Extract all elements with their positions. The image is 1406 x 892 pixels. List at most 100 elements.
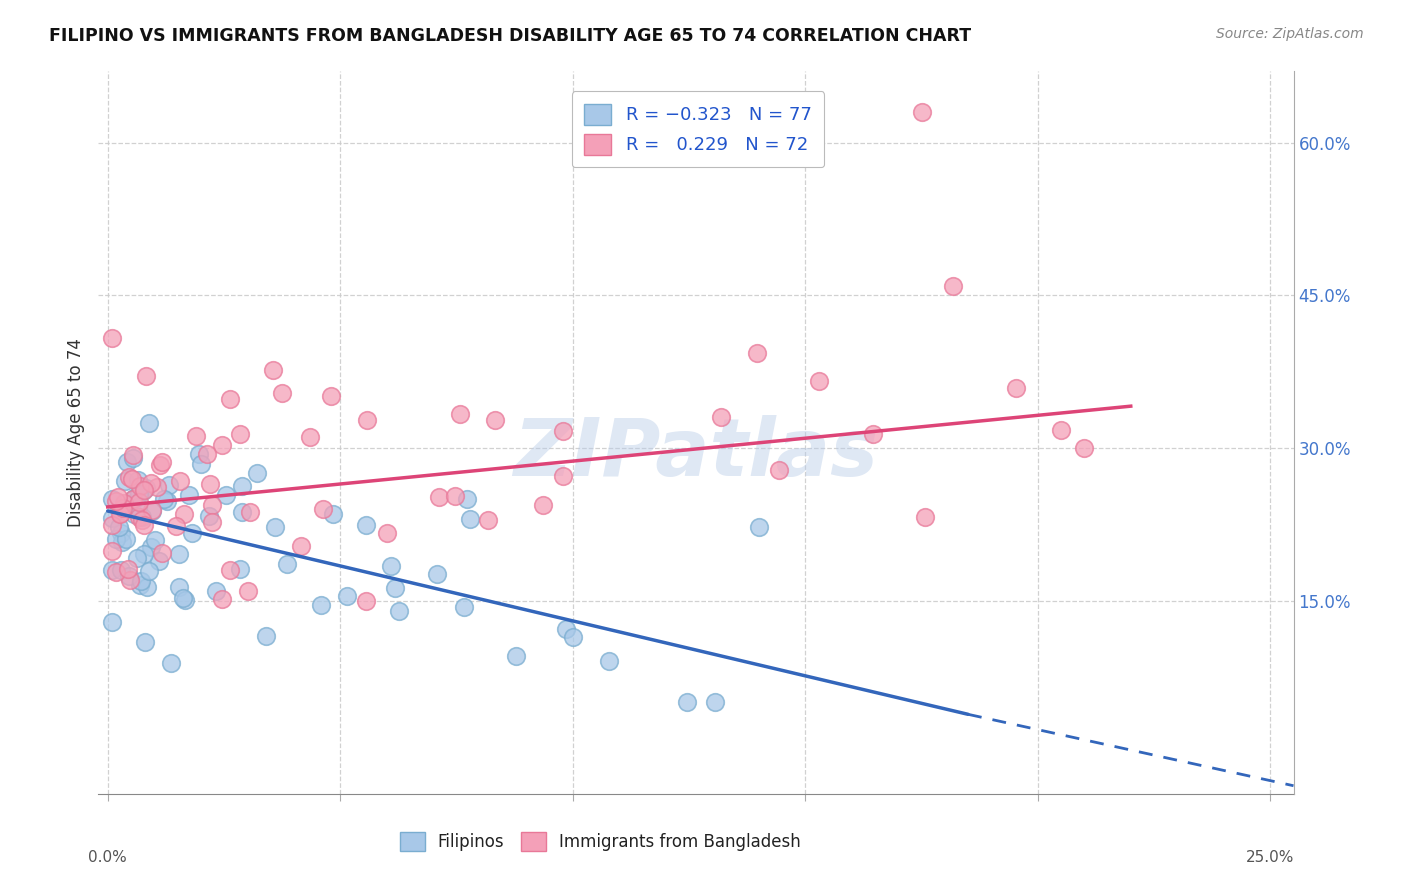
- Point: [309, 598, 332, 612]
- Point: [561, 630, 583, 644]
- Point: [128, 487, 150, 501]
- Point: [104, 494, 127, 508]
- Point: [104, 566, 127, 580]
- Point: [807, 374, 830, 388]
- Point: [197, 447, 219, 461]
- Point: [218, 392, 240, 406]
- Point: [270, 385, 292, 400]
- Point: [129, 479, 152, 493]
- Point: [129, 480, 152, 494]
- Point: [104, 532, 127, 546]
- Point: [156, 493, 179, 508]
- Point: [101, 330, 124, 344]
- Point: [1050, 423, 1073, 437]
- Point: [101, 562, 124, 576]
- Text: ZIPatlas: ZIPatlas: [513, 416, 879, 493]
- Point: [531, 499, 554, 513]
- Point: [135, 581, 157, 595]
- Point: [110, 506, 132, 520]
- Point: [458, 512, 481, 526]
- Point: [101, 615, 124, 630]
- Point: [129, 577, 152, 591]
- Point: [675, 695, 697, 709]
- Point: [128, 495, 150, 509]
- Point: [942, 279, 965, 293]
- Point: [204, 583, 226, 598]
- Point: [456, 491, 478, 506]
- Point: [181, 526, 204, 541]
- Point: [219, 564, 242, 578]
- Point: [375, 526, 398, 541]
- Point: [505, 649, 527, 664]
- Point: [122, 507, 145, 521]
- Point: [169, 580, 191, 594]
- Point: [127, 500, 149, 514]
- Point: [703, 695, 725, 709]
- Point: [262, 363, 284, 377]
- Point: [132, 483, 155, 497]
- Point: [173, 507, 195, 521]
- Point: [122, 451, 145, 466]
- Point: [748, 520, 770, 534]
- Point: [236, 584, 259, 599]
- Point: [108, 520, 131, 534]
- Point: [141, 503, 163, 517]
- Point: [484, 413, 506, 427]
- Point: [172, 591, 194, 606]
- Point: [745, 345, 768, 359]
- Point: [598, 654, 620, 668]
- Point: [141, 475, 163, 490]
- Point: [112, 500, 135, 515]
- Point: [115, 455, 138, 469]
- Point: [132, 483, 155, 498]
- Point: [120, 573, 142, 587]
- Point: [231, 505, 253, 519]
- Point: [388, 604, 411, 618]
- Point: [117, 561, 139, 575]
- Point: [1005, 381, 1028, 395]
- Point: [246, 467, 269, 481]
- Point: [111, 535, 134, 549]
- Point: [553, 424, 575, 438]
- Point: [131, 510, 153, 524]
- Text: Source: ZipAtlas.com: Source: ZipAtlas.com: [1216, 27, 1364, 41]
- Point: [336, 590, 359, 604]
- Point: [132, 547, 155, 561]
- Point: [128, 510, 150, 524]
- Point: [477, 513, 499, 527]
- Point: [110, 526, 132, 541]
- Point: [254, 629, 277, 643]
- Point: [211, 591, 233, 606]
- Point: [134, 634, 156, 648]
- Point: [157, 478, 180, 492]
- Point: [131, 513, 153, 527]
- Point: [239, 505, 262, 519]
- Point: [121, 472, 143, 486]
- Point: [150, 455, 173, 469]
- Point: [174, 593, 197, 607]
- Point: [187, 448, 209, 462]
- Point: [228, 426, 250, 441]
- Point: [121, 496, 143, 510]
- Point: [710, 409, 733, 424]
- Point: [112, 496, 135, 510]
- Point: [190, 457, 212, 471]
- Point: [101, 511, 124, 525]
- Point: [914, 509, 936, 524]
- Point: [138, 564, 160, 578]
- Point: [354, 517, 377, 532]
- Point: [110, 507, 132, 521]
- Point: [122, 491, 145, 505]
- Point: [215, 488, 238, 502]
- Point: [101, 492, 124, 507]
- Point: [229, 562, 252, 576]
- Point: [124, 492, 146, 507]
- Point: [426, 566, 449, 581]
- Point: [118, 569, 141, 583]
- Point: [139, 540, 162, 554]
- Point: [138, 416, 160, 430]
- Point: [299, 430, 322, 444]
- Point: [312, 502, 335, 516]
- Point: [768, 463, 790, 477]
- Point: [198, 508, 221, 523]
